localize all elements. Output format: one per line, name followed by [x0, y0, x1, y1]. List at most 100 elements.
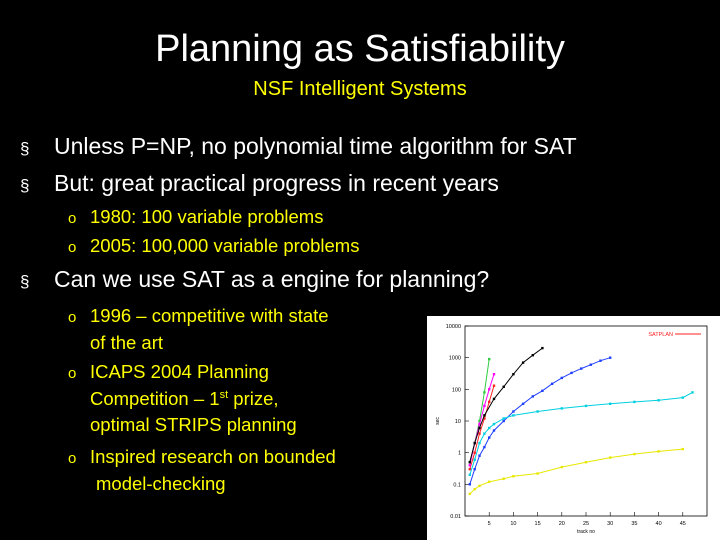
series-point [473, 451, 476, 454]
series-point [512, 475, 515, 478]
series-point [492, 397, 496, 401]
competition-text: Competition – 1 [90, 388, 220, 409]
sub-bullet-1980: o 1980: 100 variable problems [68, 206, 323, 228]
series-point [468, 468, 471, 471]
series-point [599, 359, 602, 362]
series-point [483, 391, 486, 394]
series-point [468, 464, 471, 467]
series-point [536, 410, 539, 413]
series-point [473, 488, 476, 491]
x-tick-label: 10 [510, 521, 516, 527]
y-tick-label: 10000 [446, 324, 461, 330]
series-point [502, 419, 505, 423]
bullet-2: § But: great practical progress in recent… [20, 170, 499, 197]
series-point [488, 388, 491, 391]
series-point [502, 477, 505, 480]
series-point [570, 371, 573, 375]
sub-bullet-marker: o [68, 239, 77, 256]
sub-bullet-marker: o [68, 210, 77, 227]
bullet-text: Can we use SAT as a engine for planning? [54, 266, 490, 292]
series-point [483, 414, 486, 417]
sub-bullet-marker: o [68, 450, 77, 467]
series-line-4 [469, 357, 611, 485]
series-point [633, 452, 636, 456]
sub-bullet-icaps-cont2: optimal STRIPS planning [90, 414, 297, 435]
x-tick-label: 20 [559, 521, 565, 527]
series-point [468, 473, 471, 476]
series-point [478, 484, 481, 487]
series-point [488, 480, 491, 483]
series-point [541, 389, 544, 392]
bullet-1: § Unless P=NP, no polynomial time algorit… [20, 133, 577, 160]
series-point [512, 414, 515, 417]
series-point [473, 468, 476, 471]
series-point [560, 407, 563, 410]
series-point [580, 367, 583, 370]
series-point [550, 382, 554, 385]
series-point [492, 384, 496, 387]
series-point [478, 432, 481, 435]
prize-text: prize, [228, 388, 279, 409]
series-point [483, 404, 486, 408]
plot-frame [464, 325, 708, 517]
bullet-text: But: great practical progress in recent … [54, 170, 499, 196]
bullet-text: Unless P=NP, no polynomial time algorith… [54, 133, 577, 159]
series-point [492, 422, 496, 426]
series-point [531, 354, 534, 357]
series-point [483, 417, 486, 420]
series-point [478, 441, 481, 445]
series-point [483, 432, 486, 435]
sub-bullet-1996: o 1996 – competitive with state [68, 305, 329, 327]
series-point [468, 461, 471, 464]
series-point [536, 472, 539, 475]
series-point [488, 436, 491, 439]
bullet-marker: § [20, 176, 30, 195]
y-tick-label: 10 [455, 419, 461, 425]
series-point [488, 426, 491, 430]
y-axis-label: sec [435, 417, 441, 425]
sub-bullet-text: 1980: 100 variable problems [90, 206, 324, 227]
sub-bullet-marker: o [68, 309, 77, 326]
series-point [657, 450, 660, 453]
series-point [478, 422, 481, 426]
series-point [473, 441, 476, 445]
series-point [541, 346, 544, 350]
series-point [512, 373, 515, 376]
y-tick-label: 0.1 [453, 482, 461, 488]
series-point [589, 363, 592, 366]
series-point [584, 461, 588, 464]
series-point [488, 357, 491, 361]
x-tick-label: 30 [607, 521, 613, 527]
series-point [488, 400, 491, 404]
x-axis-label: track no [577, 529, 595, 535]
y-tick-label: 1000 [449, 356, 461, 362]
x-tick-label: 35 [631, 521, 637, 527]
series-point [609, 402, 612, 405]
series-point [521, 361, 525, 364]
ordinal-suffix: st [219, 388, 229, 401]
series-point [691, 391, 694, 394]
sub-bullet-icaps: o ICAPS 2004 Planning [68, 361, 269, 383]
series-point [521, 402, 525, 405]
series-point [492, 373, 496, 376]
bullet-marker: § [20, 139, 30, 158]
legend-label: SATPLAN [648, 332, 673, 338]
x-tick-label: 40 [656, 521, 662, 527]
sub-bullet-text: Inspired research on bounded [90, 446, 336, 467]
series-point [492, 429, 496, 432]
x-tick-label: 45 [680, 521, 686, 527]
series-point [681, 447, 684, 451]
y-tick-label: 100 [452, 387, 461, 393]
series-point [560, 376, 563, 380]
sub-bullet-icaps-cont: Competition – 1st prize, [90, 388, 279, 410]
y-tick-label: 1 [458, 451, 461, 457]
series-point [502, 417, 505, 420]
slide-subtitle: NSF Intelligent Systems [253, 78, 467, 100]
sub-bullet-marker: o [68, 365, 77, 382]
x-tick-label: 25 [583, 521, 589, 527]
series-point [468, 483, 471, 486]
series-point [609, 356, 612, 359]
series-point [531, 395, 534, 398]
slide-title: Planning as Satisfiability [155, 28, 565, 70]
series-point [584, 404, 588, 408]
